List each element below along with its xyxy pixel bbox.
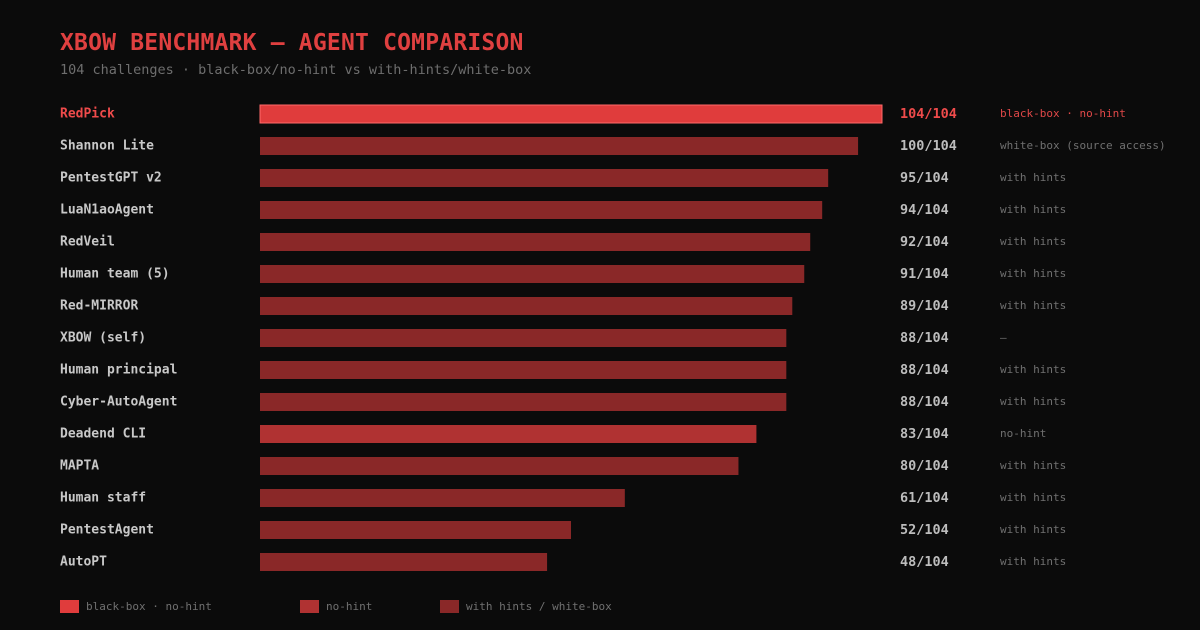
chart-title: XBOW BENCHMARK — AGENT COMPARISON	[60, 30, 524, 56]
bar-shannon-lite	[260, 137, 859, 155]
score-label-human-team-5: 91/104	[900, 266, 949, 282]
bar-redpick	[259, 104, 883, 124]
agent-label-deadend-cli: Deadend CLI	[60, 427, 146, 442]
legend-swatch-nohint	[300, 600, 319, 613]
note-label-pentestgpt-v2: with hints	[1000, 171, 1066, 184]
bar-deadend-cli	[260, 425, 757, 443]
score-label-pentestagent: 52/104	[900, 522, 949, 538]
legend-swatch-blackbox-nohint	[60, 600, 79, 613]
agent-label-cyber-autoagent: Cyber-AutoAgent	[60, 395, 177, 410]
score-label-redveil: 92/104	[900, 234, 949, 250]
agent-label-shannon-lite: Shannon Lite	[60, 139, 154, 154]
agent-label-redpick: RedPick	[60, 107, 115, 122]
agent-label-pentestgpt-v2: PentestGPT v2	[60, 171, 162, 186]
bar-pentestgpt-v2	[260, 169, 829, 187]
note-label-mapta: with hints	[1000, 459, 1066, 472]
score-label-redpick: 104/104	[900, 106, 957, 122]
score-label-luan1aoagent: 94/104	[900, 202, 949, 218]
bar-human-team-5	[260, 265, 805, 283]
chart-subtitle: 104 challenges · black-box/no-hint vs wi…	[60, 62, 532, 78]
legend-label-nohint: no-hint	[326, 600, 373, 613]
note-label-deadend-cli: no-hint	[1000, 427, 1046, 440]
note-label-xbow-self: —	[1000, 331, 1007, 344]
bar-red-mirror	[260, 297, 793, 315]
score-label-shannon-lite: 100/104	[900, 138, 957, 154]
bar-pentestagent	[260, 521, 571, 539]
score-label-deadend-cli: 83/104	[900, 426, 949, 442]
note-label-cyber-autoagent: with hints	[1000, 395, 1066, 408]
note-label-human-staff: with hints	[1000, 491, 1066, 504]
score-label-red-mirror: 89/104	[900, 298, 949, 314]
note-label-shannon-lite: white-box (source access)	[1000, 139, 1166, 152]
note-label-autopt: with hints	[1000, 555, 1066, 568]
note-label-human-principal: with hints	[1000, 363, 1066, 376]
bar-human-staff	[260, 489, 625, 507]
note-label-human-team-5: with hints	[1000, 267, 1066, 280]
legend-label-with-hints: with hints / white-box	[466, 600, 612, 613]
bar-luan1aoagent	[260, 201, 823, 219]
bar-redveil	[260, 233, 811, 251]
agent-label-luan1aoagent: LuaN1aoAgent	[60, 203, 154, 218]
score-label-pentestgpt-v2: 95/104	[900, 170, 949, 186]
agent-label-autopt: AutoPT	[60, 555, 107, 570]
bar-xbow-self	[260, 329, 787, 347]
score-label-autopt: 48/104	[900, 554, 949, 570]
note-label-luan1aoagent: with hints	[1000, 203, 1066, 216]
score-label-cyber-autoagent: 88/104	[900, 394, 949, 410]
agent-label-human-team-5: Human team (5)	[60, 267, 170, 282]
agent-label-xbow-self: XBOW (self)	[60, 331, 146, 346]
note-label-red-mirror: with hints	[1000, 299, 1066, 312]
bar-mapta	[260, 457, 739, 475]
legend-label-blackbox-nohint: black-box · no-hint	[86, 600, 212, 613]
note-label-redpick: black-box · no-hint	[1000, 107, 1126, 120]
note-label-redveil: with hints	[1000, 235, 1066, 248]
score-label-xbow-self: 88/104	[900, 330, 949, 346]
score-label-human-principal: 88/104	[900, 362, 949, 378]
score-label-human-staff: 61/104	[900, 490, 949, 506]
agent-label-pentestagent: PentestAgent	[60, 523, 154, 538]
note-label-pentestagent: with hints	[1000, 523, 1066, 536]
legend-swatch-with-hints	[440, 600, 459, 613]
agent-label-human-principal: Human principal	[60, 363, 177, 378]
bar-cyber-autoagent	[260, 393, 787, 411]
bar-chart: RedPick 104/104 black-box · no-hint Shannon…	[60, 104, 1166, 571]
agent-label-redveil: RedVeil	[60, 235, 115, 250]
bar-human-principal	[260, 361, 787, 379]
agent-label-human-staff: Human staff	[60, 491, 146, 506]
bar-autopt	[260, 553, 548, 571]
agent-label-mapta: MAPTA	[60, 459, 99, 474]
agent-label-red-mirror: Red-MIRROR	[60, 299, 138, 314]
score-label-mapta: 80/104	[900, 458, 949, 474]
